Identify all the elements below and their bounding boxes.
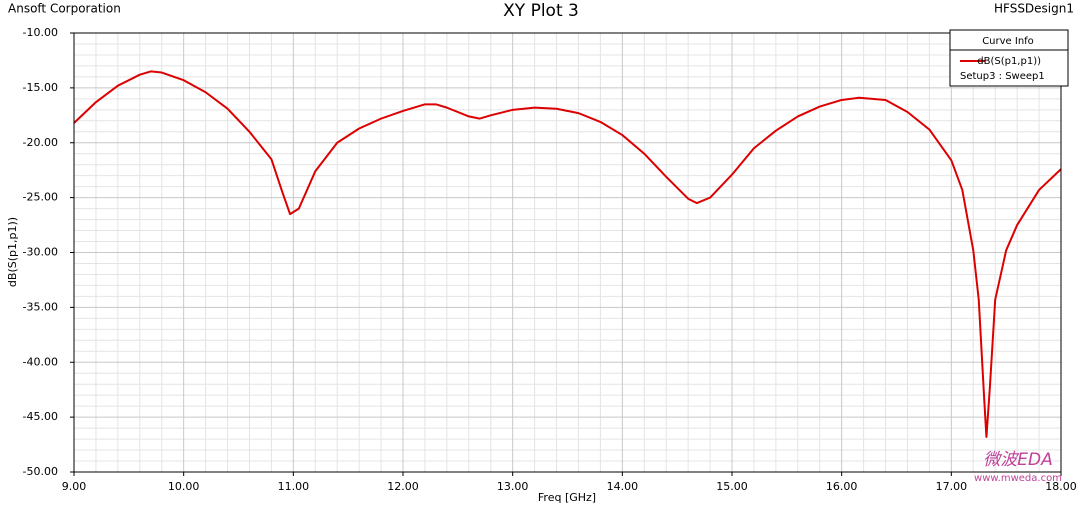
x-tick-label: 14.00 bbox=[607, 480, 639, 493]
x-tick-label: 17.00 bbox=[936, 480, 968, 493]
y-tick-label: -50.00 bbox=[23, 465, 58, 478]
legend-setup: Setup3 : Sweep1 bbox=[960, 71, 1045, 82]
x-tick-label: 15.00 bbox=[716, 480, 748, 493]
chart-title: XY Plot 3 bbox=[503, 1, 579, 21]
series-line bbox=[73, 70, 1062, 438]
plot bbox=[73, 70, 1062, 438]
y-tick-label: -20.00 bbox=[23, 136, 58, 149]
legend-box bbox=[949, 29, 1069, 87]
x-tick-label: 18.00 bbox=[1045, 480, 1077, 493]
x-tick-label: 10.00 bbox=[168, 480, 200, 493]
y-axis-label: dB(S(p1,p1)) bbox=[6, 217, 19, 287]
legend: Curve Info dB(S(p1,p1)) Setup3 : Sweep1 bbox=[949, 29, 1069, 87]
x-tick-label: 16.00 bbox=[826, 480, 858, 493]
watermark-url: www.mweda.com bbox=[974, 473, 1062, 484]
legend-title: Curve Info bbox=[982, 36, 1034, 47]
y-tick-label: -40.00 bbox=[23, 355, 58, 368]
y-tick-label: -10.00 bbox=[23, 26, 58, 39]
x-tick-label: 13.00 bbox=[497, 480, 529, 493]
x-tick-label: 9.00 bbox=[62, 480, 87, 493]
y-tick-label: -45.00 bbox=[23, 410, 58, 423]
watermark: 微波EDA bbox=[983, 450, 1052, 470]
legend-entry: dB(S(p1,p1)) bbox=[977, 56, 1041, 67]
y-tick-label: -30.00 bbox=[23, 246, 58, 259]
y-tick-label: -25.00 bbox=[23, 191, 58, 204]
company: Ansoft Corporation bbox=[8, 2, 121, 16]
x-tick-label: 11.00 bbox=[278, 480, 310, 493]
grid bbox=[73, 32, 1062, 473]
y-tick-label: -15.00 bbox=[23, 81, 58, 94]
x-tick-label: 12.00 bbox=[387, 480, 419, 493]
y-tick-label: -35.00 bbox=[23, 300, 58, 313]
x-axis-label: Freq [GHz] bbox=[538, 491, 596, 504]
design-name: HFSSDesign1 bbox=[994, 2, 1074, 16]
